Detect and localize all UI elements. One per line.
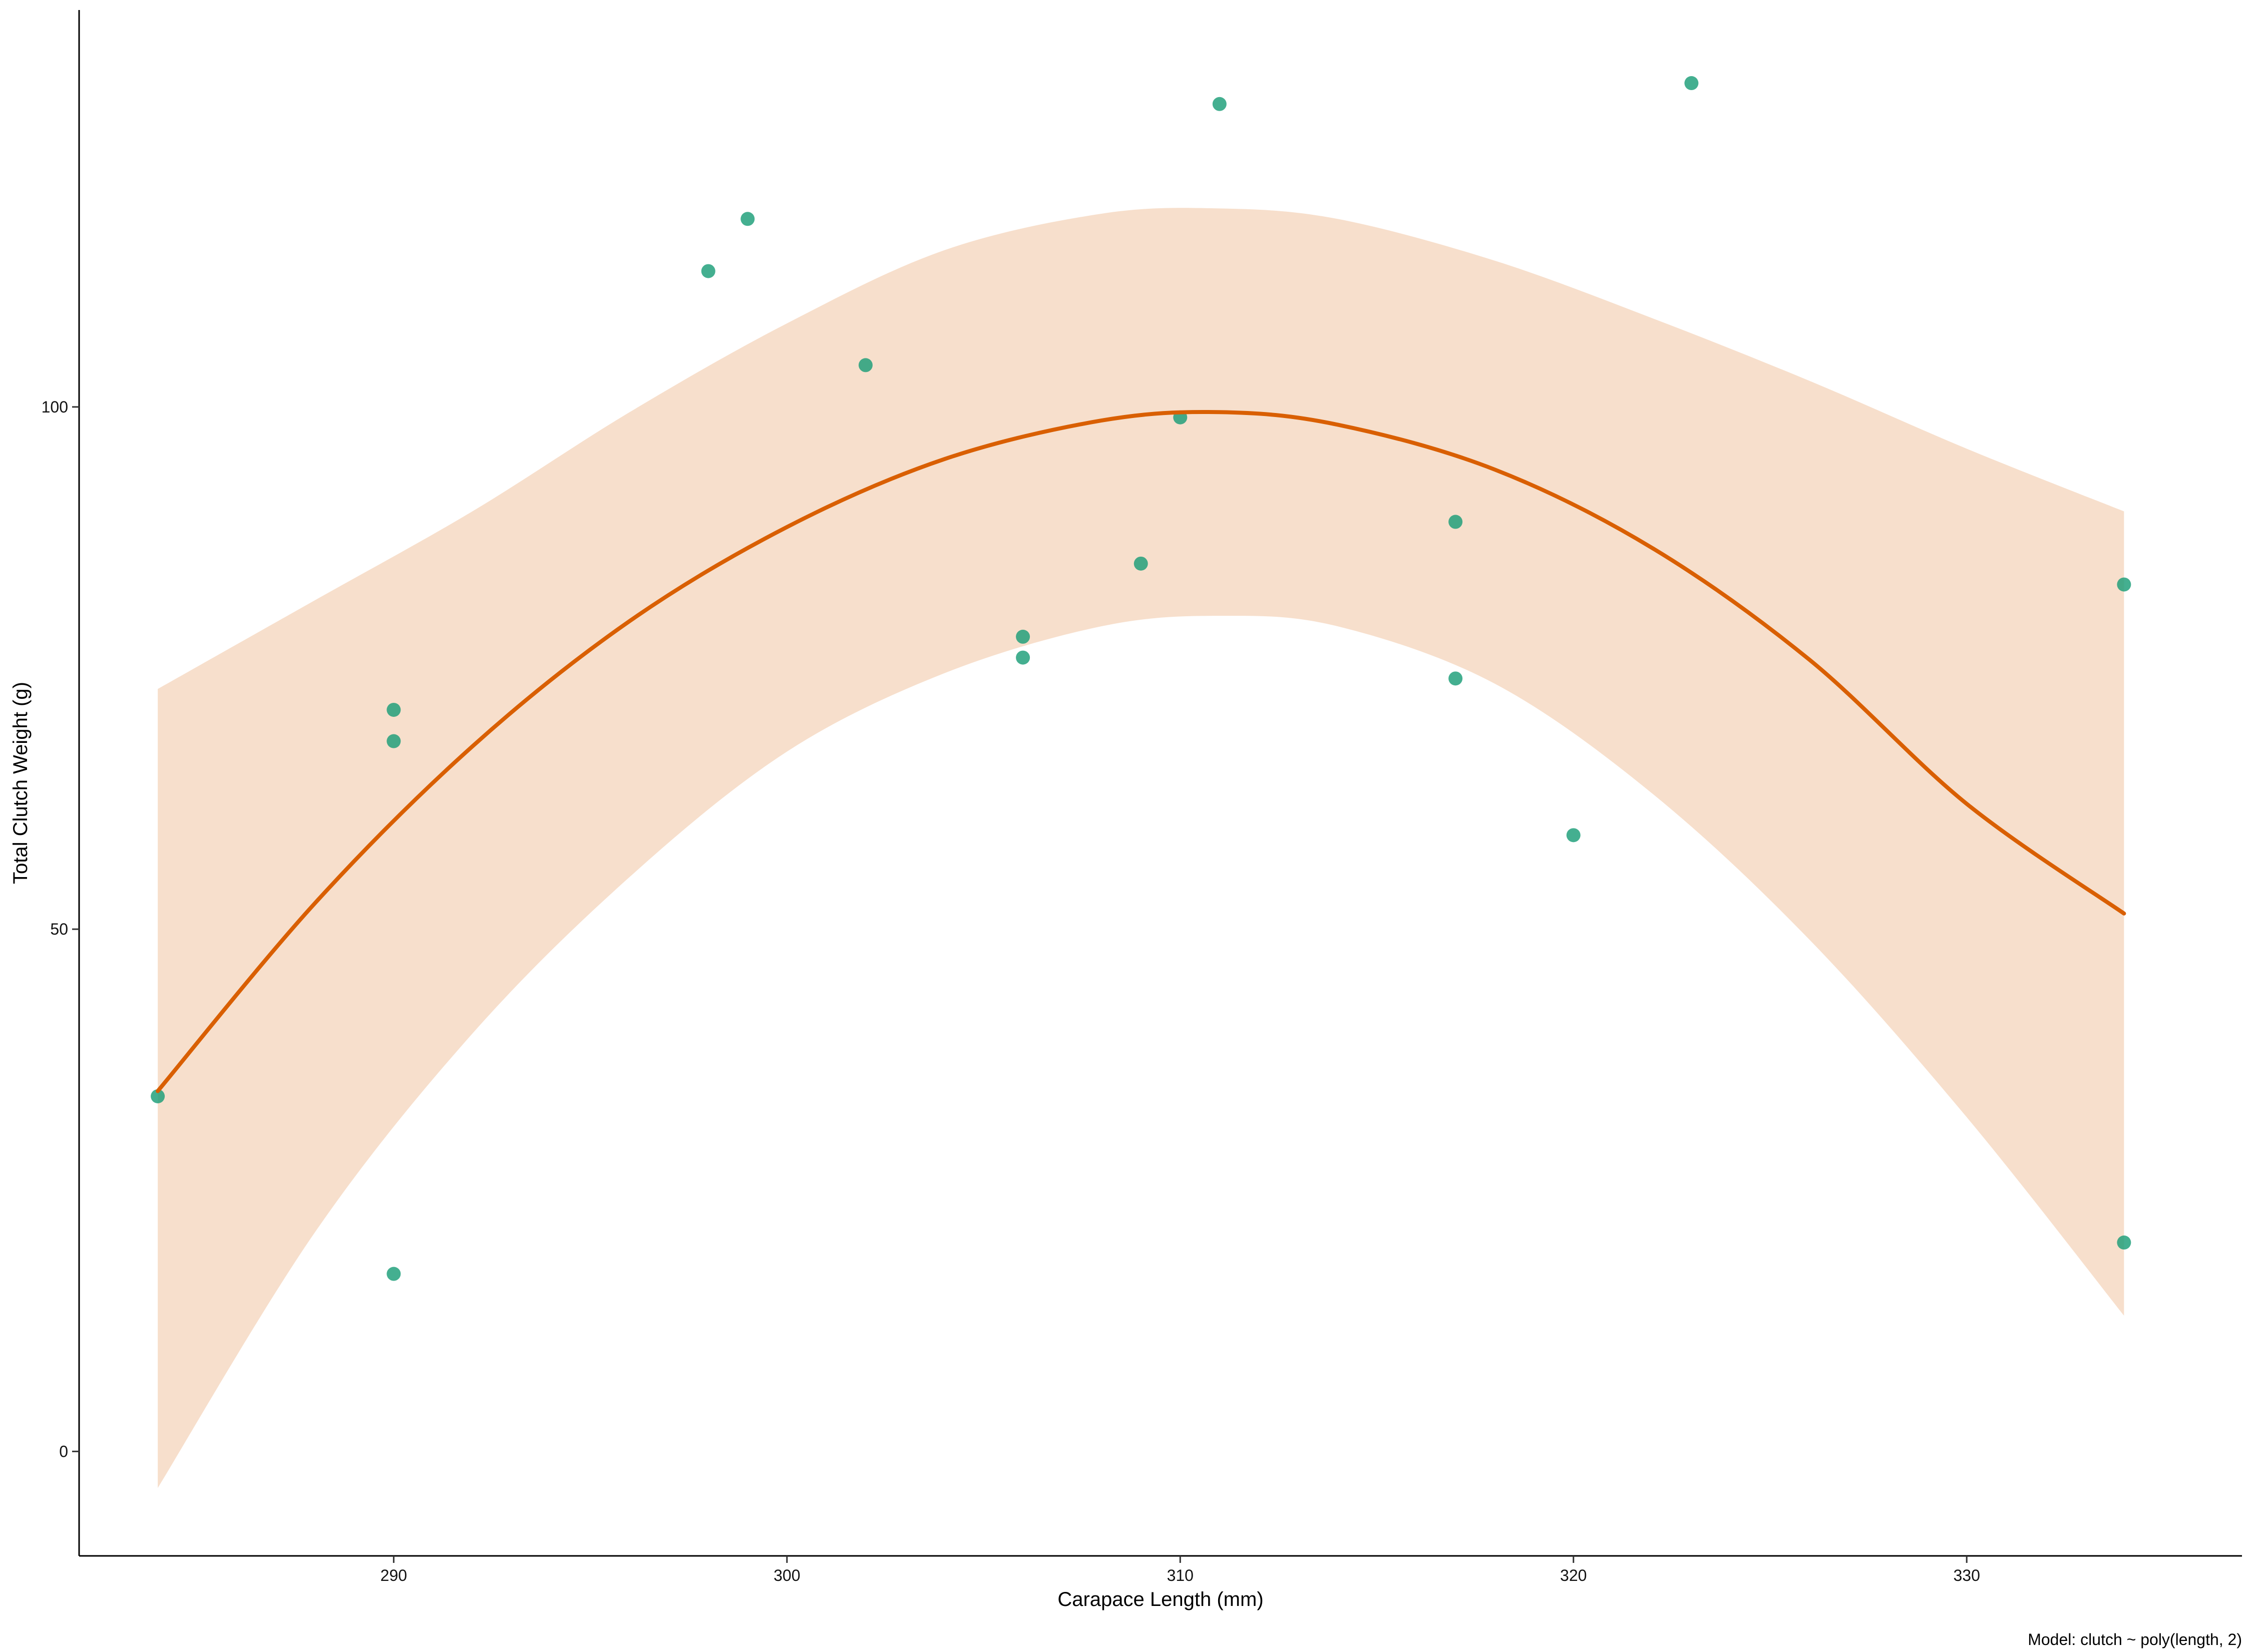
y-tick-label: 0	[59, 1442, 68, 1460]
data-point	[1448, 671, 1463, 686]
data-point	[1134, 556, 1148, 571]
model-caption: Model: clutch ~ poly(length, 2)	[2028, 1630, 2242, 1648]
x-tick-label: 330	[1953, 1566, 1980, 1584]
x-tick-label: 320	[1560, 1566, 1587, 1584]
data-point	[1684, 76, 1699, 91]
data-point	[2117, 577, 2131, 592]
data-point	[1212, 97, 1227, 111]
data-point	[1016, 629, 1030, 644]
x-tick-label: 310	[1167, 1566, 1194, 1584]
data-point	[858, 358, 873, 372]
y-axis-title: Total Clutch Weight (g)	[10, 682, 32, 884]
data-point	[387, 1267, 401, 1281]
x-tick-label: 300	[774, 1566, 800, 1584]
data-point	[740, 212, 755, 226]
data-point	[1566, 828, 1581, 843]
data-point	[1448, 515, 1463, 529]
data-point	[1016, 650, 1030, 665]
fit-line-layer	[156, 409, 2126, 1093]
confidence-band	[158, 208, 2124, 1488]
x-axis-title: Carapace Length (mm)	[1057, 1588, 1263, 1610]
confidence-band-layer	[158, 208, 2124, 1488]
data-point	[701, 264, 715, 278]
data-point	[387, 702, 401, 717]
fit-line	[156, 409, 2126, 1093]
x-tick-label: 290	[381, 1566, 407, 1584]
y-tick-label: 50	[50, 920, 68, 938]
data-point	[2117, 1235, 2131, 1250]
y-tick-label: 100	[42, 398, 68, 416]
data-point	[151, 1089, 165, 1103]
data-point	[387, 734, 401, 748]
axes-layer: 290 300 310 320 330 0 50 100	[42, 10, 2242, 1584]
